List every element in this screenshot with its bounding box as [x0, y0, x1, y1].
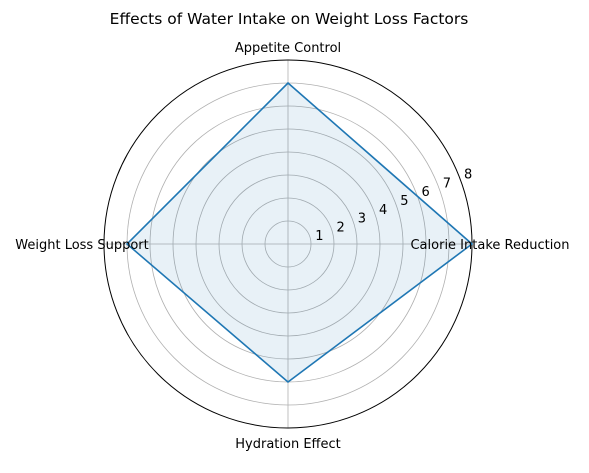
r-tick-label: 5 — [400, 194, 408, 209]
category-label: Weight Loss Support — [15, 238, 148, 253]
chart-title: Effects of Water Intake on Weight Loss F… — [110, 10, 469, 28]
series-line — [125, 81, 474, 384]
series-fill — [127, 83, 472, 382]
r-tick-label: 4 — [379, 203, 387, 218]
r-tick-label: 8 — [464, 168, 472, 183]
r-tick-label: 7 — [443, 176, 451, 191]
category-label: Hydration Effect — [235, 437, 340, 452]
r-tick-label: 3 — [358, 212, 366, 227]
r-tick-label: 2 — [337, 220, 345, 235]
category-label: Calorie Intake Reduction — [410, 238, 569, 253]
series-layer — [125, 81, 474, 384]
category-label: Appetite Control — [235, 41, 341, 56]
r-tick-label: 6 — [422, 185, 430, 200]
r-tick-label: 1 — [315, 229, 323, 244]
